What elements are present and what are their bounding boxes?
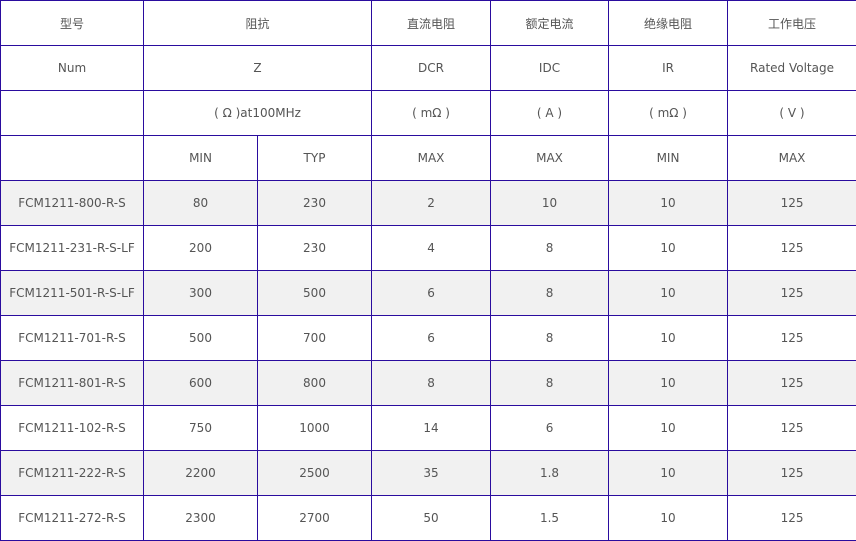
header-cell: IDC (490, 45, 610, 91)
header-cell: MAX (371, 135, 492, 181)
part-number-cell: FCM1211-701-R-S (0, 315, 144, 361)
header-cell: MAX (727, 135, 856, 181)
header-cell: TYP (256, 135, 373, 181)
value-cell: 8 (490, 270, 610, 316)
header-cell: ( A ) (490, 90, 610, 136)
header-cell: ( Ω )at100MHz (142, 90, 373, 136)
value-cell: 800 (256, 360, 373, 406)
value-cell: 6 (490, 405, 610, 451)
header-cell: MIN (608, 135, 729, 181)
value-cell: 500 (256, 270, 373, 316)
header-cell: ( mΩ ) (371, 90, 492, 136)
value-cell: 125 (727, 405, 856, 451)
value-cell: 125 (727, 450, 856, 496)
value-cell: 2 (371, 180, 492, 226)
header-row-3: ( Ω )at100MHz ( mΩ ) ( A ) ( mΩ ) ( V ) (0, 90, 856, 136)
value-cell: 10 (608, 180, 729, 226)
header-cell (0, 135, 144, 181)
value-cell: 600 (143, 360, 258, 406)
value-cell: 500 (143, 315, 258, 361)
value-cell: 2500 (256, 450, 373, 496)
value-cell: 6 (371, 270, 492, 316)
value-cell: 125 (727, 180, 856, 226)
table-row: FCM1211-501-R-S-LF 300 500 6 8 10 125 (0, 270, 856, 316)
value-cell: 10 (608, 495, 729, 541)
value-cell: 125 (727, 360, 856, 406)
value-cell: 125 (727, 225, 856, 271)
value-cell: 4 (371, 225, 492, 271)
header-row-4: MIN TYP MAX MAX MIN MAX (0, 135, 856, 181)
value-cell: 230 (256, 180, 373, 226)
header-cell: 直流电阻 (371, 0, 492, 46)
header-cell: IR (608, 45, 729, 91)
part-number-cell: FCM1211-231-R-S-LF (0, 225, 144, 271)
header-cell: 绝缘电阻 (608, 0, 729, 46)
header-cell: 型号 (0, 0, 144, 46)
header-cell: 额定电流 (490, 0, 610, 46)
value-cell: 50 (371, 495, 492, 541)
value-cell: 8 (490, 225, 610, 271)
value-cell: 10 (608, 270, 729, 316)
header-cell: Num (0, 45, 144, 91)
header-cell: MAX (490, 135, 610, 181)
value-cell: 35 (371, 450, 492, 496)
value-cell: 1000 (256, 405, 373, 451)
value-cell: 10 (608, 315, 729, 361)
value-cell: 8 (490, 315, 610, 361)
value-cell: 300 (143, 270, 258, 316)
part-number-cell: FCM1211-801-R-S (0, 360, 144, 406)
value-cell: 2700 (256, 495, 373, 541)
part-number-cell: FCM1211-222-R-S (0, 450, 144, 496)
value-cell: 80 (143, 180, 258, 226)
value-cell: 125 (727, 315, 856, 361)
value-cell: 10 (490, 180, 610, 226)
part-number-cell: FCM1211-501-R-S-LF (0, 270, 144, 316)
part-number-cell: FCM1211-272-R-S (0, 495, 144, 541)
value-cell: 1.8 (490, 450, 610, 496)
table-row: FCM1211-102-R-S 750 1000 14 6 10 125 (0, 405, 856, 451)
header-row-2: Num Z DCR IDC IR Rated Voltage (0, 45, 856, 91)
value-cell: 6 (371, 315, 492, 361)
header-cell: MIN (143, 135, 258, 181)
value-cell: 10 (608, 405, 729, 451)
value-cell: 700 (256, 315, 373, 361)
header-cell (0, 90, 144, 136)
value-cell: 8 (371, 360, 492, 406)
header-cell: DCR (371, 45, 492, 91)
table-row: FCM1211-222-R-S 2200 2500 35 1.8 10 125 (0, 450, 856, 496)
table-row: FCM1211-800-R-S 80 230 2 10 10 125 (0, 180, 856, 226)
header-cell: Z (142, 45, 373, 91)
value-cell: 2300 (143, 495, 258, 541)
value-cell: 200 (143, 225, 258, 271)
value-cell: 10 (608, 360, 729, 406)
value-cell: 750 (143, 405, 258, 451)
value-cell: 125 (727, 495, 856, 541)
header-row-1: 型号 阻抗 直流电阻 额定电流 绝缘电阻 工作电压 (0, 0, 856, 46)
table-row: FCM1211-231-R-S-LF 200 230 4 8 10 125 (0, 225, 856, 271)
table-row: FCM1211-801-R-S 600 800 8 8 10 125 (0, 360, 856, 406)
value-cell: 230 (256, 225, 373, 271)
value-cell: 125 (727, 270, 856, 316)
value-cell: 14 (371, 405, 492, 451)
header-cell: 工作电压 (727, 0, 856, 46)
value-cell: 2200 (143, 450, 258, 496)
value-cell: 10 (608, 225, 729, 271)
header-cell: Rated Voltage (727, 45, 856, 91)
table-row: FCM1211-272-R-S 2300 2700 50 1.5 10 125 (0, 495, 856, 541)
value-cell: 10 (608, 450, 729, 496)
value-cell: 1.5 (490, 495, 610, 541)
table-row: FCM1211-701-R-S 500 700 6 8 10 125 (0, 315, 856, 361)
part-number-cell: FCM1211-102-R-S (0, 405, 144, 451)
header-cell: 阻抗 (142, 0, 373, 46)
header-cell: ( V ) (727, 90, 856, 136)
part-number-cell: FCM1211-800-R-S (0, 180, 144, 226)
value-cell: 8 (490, 360, 610, 406)
header-cell: ( mΩ ) (608, 90, 729, 136)
